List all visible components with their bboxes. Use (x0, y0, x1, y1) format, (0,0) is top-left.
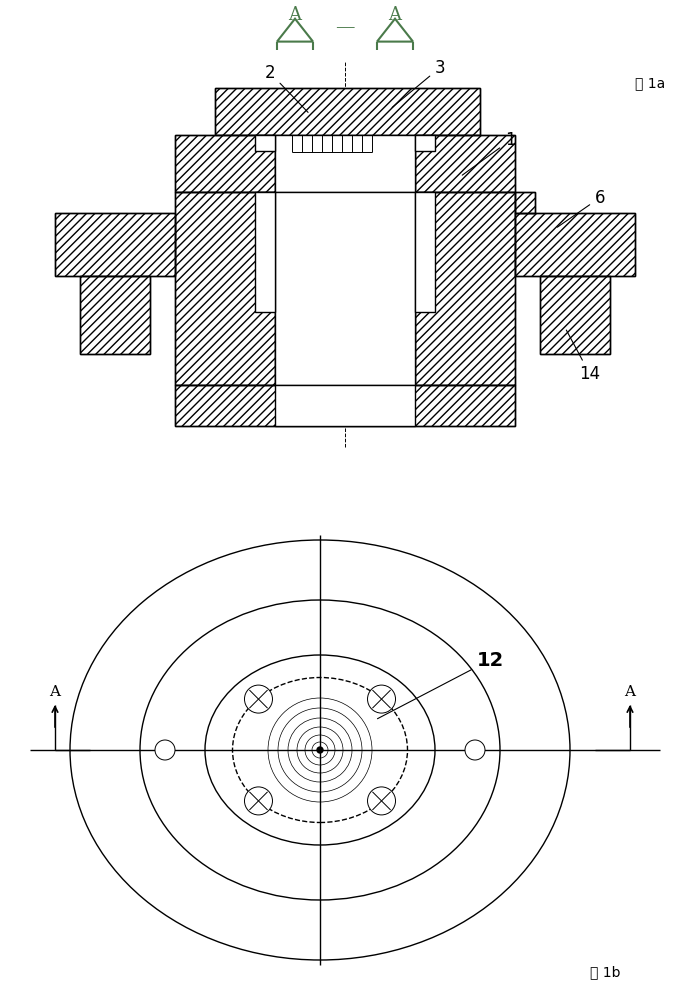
Bar (515, 213, 635, 276)
Bar (540, 276, 610, 354)
Bar (175, 385, 515, 426)
Bar (415, 192, 515, 385)
Circle shape (155, 740, 175, 760)
Bar (415, 192, 515, 385)
Bar (80, 276, 150, 354)
Bar (415, 135, 515, 192)
Bar (540, 276, 610, 354)
Polygon shape (377, 19, 413, 42)
Bar (215, 88, 480, 135)
Text: —: — (335, 18, 355, 36)
Ellipse shape (205, 655, 435, 845)
Bar (55, 213, 175, 276)
Text: 图 1b: 图 1b (590, 965, 620, 979)
Text: 12: 12 (377, 650, 504, 719)
Bar (175, 192, 275, 385)
Text: A: A (624, 685, 635, 699)
Bar (55, 213, 175, 276)
Bar (175, 135, 275, 192)
Bar (515, 192, 535, 213)
Text: 3: 3 (392, 59, 445, 107)
Text: 6: 6 (558, 189, 605, 227)
Text: A: A (388, 6, 402, 24)
Bar (255, 135, 275, 151)
Bar (275, 135, 415, 192)
Circle shape (465, 740, 485, 760)
Polygon shape (277, 19, 313, 42)
Text: A: A (288, 6, 302, 24)
Text: A: A (50, 685, 61, 699)
Bar (415, 192, 435, 312)
Bar (175, 135, 275, 192)
Circle shape (368, 685, 395, 713)
Bar (175, 192, 275, 385)
Bar (275, 192, 415, 385)
Ellipse shape (140, 600, 500, 900)
Bar (415, 135, 515, 192)
Bar (515, 213, 635, 276)
Text: 14: 14 (566, 330, 600, 383)
Bar (80, 276, 150, 354)
Circle shape (368, 787, 395, 815)
Text: 2: 2 (265, 64, 308, 112)
Circle shape (244, 787, 273, 815)
Bar (515, 192, 535, 213)
Ellipse shape (70, 540, 570, 960)
Bar (215, 88, 480, 135)
Text: 图 1a: 图 1a (635, 76, 665, 90)
Text: 1: 1 (462, 131, 515, 175)
Circle shape (317, 747, 323, 753)
Bar (275, 385, 415, 426)
Bar (415, 135, 435, 151)
Circle shape (244, 685, 273, 713)
Bar (255, 192, 275, 312)
Bar (175, 385, 515, 426)
